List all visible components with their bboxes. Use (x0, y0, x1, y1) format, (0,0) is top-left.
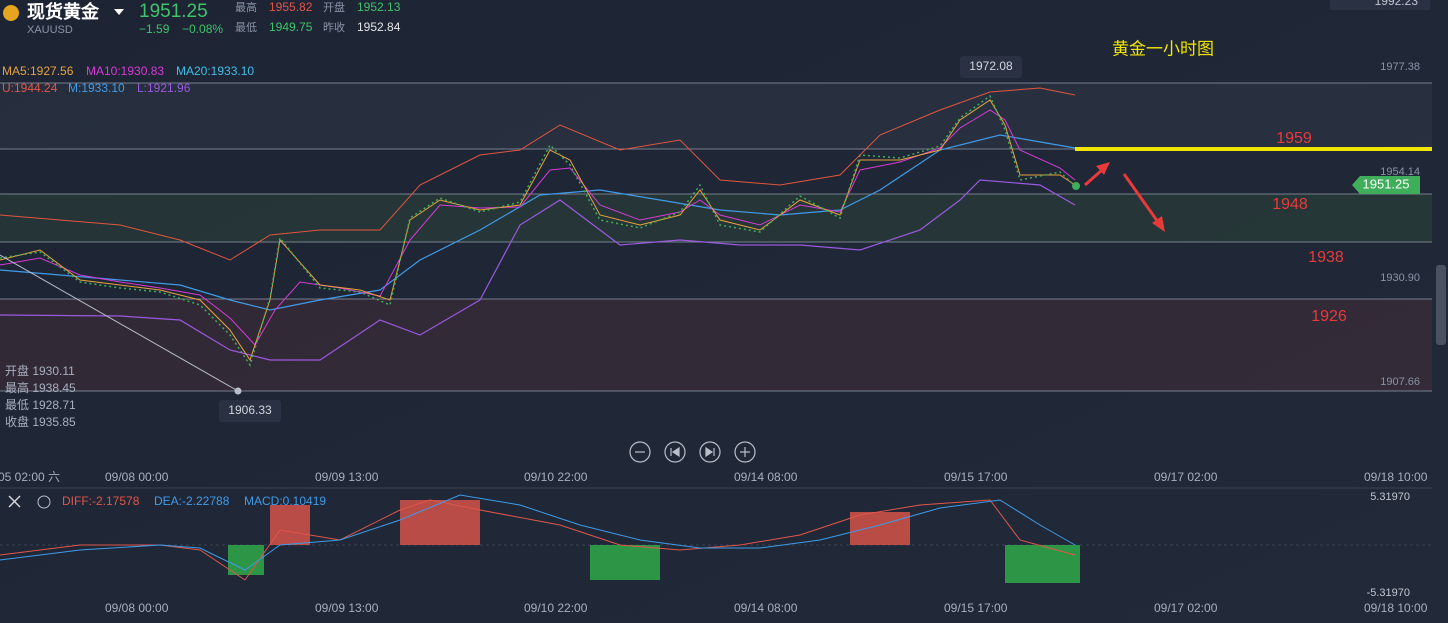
nav-buttons (629, 441, 756, 463)
price: 1951.25 (139, 1, 208, 22)
current-tag: 1951.25 (1363, 176, 1410, 191)
boll-label: M:1933.10 (68, 81, 125, 95)
top-box (1330, 0, 1430, 10)
level-label: 1948 (1272, 196, 1308, 213)
level-label: 1938 (1308, 249, 1344, 266)
trend-line (0, 254, 239, 392)
ma-label: MA20:1933.10 (176, 64, 254, 78)
price-tick: 1930.90 (1380, 272, 1420, 284)
logo (3, 5, 19, 21)
stat-label: 最高 (235, 0, 257, 14)
macd-tick: -5.31970 (1367, 587, 1410, 599)
close-icon[interactable] (8, 495, 21, 508)
time-tick: 09/15 17:00 (944, 470, 1008, 484)
stat-value: 1952.84 (357, 20, 401, 34)
settings-icon[interactable] (37, 495, 51, 509)
last-point (1072, 182, 1080, 190)
time-tick: 09/09 13:00 (315, 470, 379, 484)
ohlc: 最低 1928.71 (5, 398, 76, 412)
macd-tick: 5.31970 (1370, 491, 1410, 503)
macd-label: MACD:0.10419 (244, 494, 326, 508)
zone (0, 299, 1432, 391)
zone (0, 194, 1432, 242)
prev[interactable] (664, 441, 686, 463)
macd-time-tick: 09/08 00:00 (105, 601, 169, 615)
zoom-in[interactable] (734, 441, 756, 463)
high-box (960, 56, 1022, 78)
arrows (1084, 162, 1165, 232)
stat-value: 1952.13 (357, 0, 401, 14)
price-tick: 1907.66 (1380, 376, 1420, 388)
dropdown[interactable] (114, 9, 124, 15)
title: 现货黄金 (27, 1, 100, 22)
macd-label: DEA:-2.22788 (154, 494, 230, 508)
ma-label: MA10:1930.83 (86, 64, 164, 78)
level-label: 1926 (1311, 308, 1347, 325)
ohlc: 开盘 1930.11 (5, 363, 75, 378)
low-box (219, 400, 281, 422)
time-tick: 09/08 00:00 (105, 470, 169, 484)
price-tick: 1954.14 (1380, 166, 1420, 178)
time-tick: 09/14 08:00 (734, 470, 798, 484)
stat-value: 1949.75 (269, 20, 313, 34)
macd-label: DIFF:-2.17578 (62, 494, 140, 508)
stat-value: 1955.82 (269, 0, 313, 14)
macd-time-tick: 09/17 02:00 (1154, 601, 1218, 615)
ohlc: 收盘 1935.85 (5, 414, 76, 429)
scrollbar[interactable] (1436, 265, 1446, 345)
time-tick: 09/10 22:00 (524, 470, 588, 484)
level-label: 1959 (1276, 130, 1312, 147)
candles (0, 94, 1076, 367)
stat-label: 最低 (235, 21, 257, 34)
low-point (234, 387, 242, 395)
change: −1.59 (139, 22, 170, 36)
macd-time-tick: 09/18 10:00 (1364, 601, 1428, 615)
high-label: 1972.08 (969, 59, 1013, 73)
top-right: 1992.23 (1375, 0, 1419, 8)
dea-line (0, 494, 1076, 571)
macd-time-tick: 09/09 13:00 (315, 601, 379, 615)
ma10 (0, 109, 1076, 346)
boll-lower (0, 179, 1076, 361)
macd-bars (228, 500, 1080, 583)
boll-label: L:1921.96 (137, 81, 191, 95)
low-label: 1906.33 (228, 403, 272, 417)
zone (0, 83, 1432, 149)
diff-line (0, 499, 1076, 581)
ohlc: 最高 1938.45 (5, 380, 76, 395)
macd-time-tick: 09/10 22:00 (524, 601, 588, 615)
stat-label: 昨收 (323, 20, 345, 34)
time-tick: 09/17 02:00 (1154, 470, 1218, 484)
current-tag-bg (1352, 176, 1420, 194)
dynamic: 最高 1955.82 开盘 1952.13 最低 1949.75 昨收 1952.84 MA5:… (0, 0, 1428, 615)
chart-title: 黄金一小时图 (1112, 39, 1214, 58)
macd-time-tick: 09/14 08:00 (734, 601, 798, 615)
boll-upper (0, 87, 1076, 261)
price-tick: 1977.38 (1380, 61, 1420, 73)
ma20 (0, 134, 1076, 311)
time-tick: 05 02:00 六 (0, 470, 60, 484)
zoom-out[interactable] (629, 441, 651, 463)
symbol: XAUUSD (27, 24, 73, 36)
macd-time-tick: 09/15 17:00 (944, 601, 1008, 615)
boll-label: U:1944.24 (2, 81, 58, 95)
stat-label: 开盘 (323, 0, 345, 14)
time-tick: 09/18 10:00 (1364, 470, 1428, 484)
change-pct: −0.08% (182, 22, 223, 36)
ma-label: MA5:1927.56 (2, 64, 74, 78)
next[interactable] (699, 441, 721, 463)
